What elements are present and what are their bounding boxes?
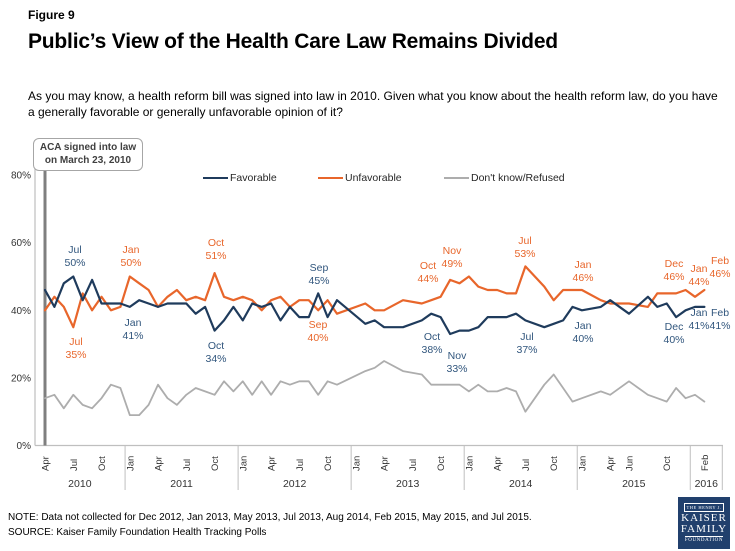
callout-unfavorable-feb: Feb 46% bbox=[709, 255, 731, 280]
x-tick-label: Oct bbox=[323, 456, 334, 471]
year-label: 2015 bbox=[622, 478, 646, 490]
x-tick-label: Apr bbox=[493, 456, 504, 471]
year-label: 2010 bbox=[68, 478, 92, 490]
favorable-line-swatch-icon bbox=[203, 176, 228, 179]
callout-unfavorable-dec: Dec 46% bbox=[663, 258, 685, 283]
y-tick-label: 0% bbox=[17, 441, 32, 452]
footnote-source: SOURCE: Kaiser Family Foundation Health … bbox=[8, 527, 267, 538]
series-line-favorable bbox=[43, 275, 706, 336]
callout-unfavorable-jan: Jan 46% bbox=[572, 259, 594, 284]
chart-legend: Favorable Unfavorable Don't know/Refused bbox=[0, 170, 735, 185]
callout-unfavorable-jul: Jul 53% bbox=[514, 235, 536, 260]
x-tick-label: Jul bbox=[408, 459, 419, 471]
x-tick-label: Jan bbox=[577, 456, 588, 471]
callout-favorable-jan: Jan 40% bbox=[572, 320, 594, 345]
x-tick-label: Apr bbox=[380, 456, 391, 471]
x-tick-label: Jul bbox=[69, 459, 80, 471]
x-tick-label: Jul bbox=[521, 459, 532, 471]
year-label: 2016 bbox=[695, 478, 719, 490]
callout-unfavorable-nov: Nov 49% bbox=[441, 245, 463, 270]
callout-unfavorable-jul: Jul 35% bbox=[65, 336, 87, 361]
x-tick-label: Oct bbox=[662, 456, 673, 471]
series-line-unfavorable bbox=[43, 265, 706, 329]
legend-label: Favorable bbox=[230, 171, 277, 184]
x-tick-label: Jan bbox=[125, 456, 136, 471]
x-tick-label: Oct bbox=[97, 456, 108, 471]
callout-favorable-sep: Sep 45% bbox=[308, 262, 330, 287]
x-tick-label: Oct bbox=[436, 456, 447, 471]
legend-item-favorable: Favorable bbox=[203, 170, 277, 185]
logo-text-foundation: FOUNDATION bbox=[684, 538, 724, 544]
callout-favorable-jul: Jul 50% bbox=[64, 244, 86, 269]
x-tick-label: Jul bbox=[182, 459, 193, 471]
legend-label: Unfavorable bbox=[345, 171, 402, 184]
x-tick-label: Jan bbox=[238, 456, 249, 471]
chart-subtitle-question: As you may know, a health reform bill wa… bbox=[28, 89, 718, 119]
aca-annotation-line1: ACA signed into law bbox=[39, 142, 137, 153]
x-tick-label: Jan bbox=[464, 456, 475, 471]
x-tick-label: Apr bbox=[154, 456, 165, 471]
y-tick-label: 60% bbox=[11, 238, 31, 249]
year-label: 2013 bbox=[396, 478, 420, 490]
callout-unfavorable-sep: Sep 40% bbox=[307, 319, 329, 344]
callout-unfavorable-oct: Oct 51% bbox=[205, 237, 227, 262]
page-title: Public’s View of the Health Care Law Rem… bbox=[28, 30, 558, 53]
x-tick-label: Jan bbox=[351, 456, 362, 471]
y-tick-label: 40% bbox=[11, 306, 31, 317]
callout-unfavorable-oct: Oct 44% bbox=[417, 260, 439, 285]
callout-favorable-dec: Dec 40% bbox=[663, 321, 685, 346]
unfavorable-line-swatch-icon bbox=[318, 176, 343, 179]
logo-text-henry: THE HENRY J. bbox=[683, 502, 725, 512]
aca-annotation-line2: on March 23, 2010 bbox=[44, 154, 132, 166]
callout-favorable-oct: Oct 38% bbox=[421, 331, 443, 356]
logo-text-kaiser: KAISER bbox=[681, 511, 727, 524]
year-label: 2014 bbox=[509, 478, 533, 490]
aca-annotation-box: ACA signed into law on March 23, 2010 bbox=[33, 138, 143, 171]
y-tick-label: 80% bbox=[11, 171, 31, 182]
dontknow-line-swatch-icon bbox=[444, 176, 469, 179]
x-tick-label: Apr bbox=[606, 456, 617, 471]
x-tick-label: Feb bbox=[700, 455, 711, 471]
footnote-note: NOTE: Data not collected for Dec 2012, J… bbox=[8, 512, 532, 523]
callout-favorable-feb: Feb 41% bbox=[709, 307, 731, 332]
year-label: 2011 bbox=[170, 478, 193, 490]
callout-favorable-nov: Nov 33% bbox=[446, 350, 468, 375]
x-tick-label: Jun bbox=[625, 456, 636, 471]
kaiser-family-foundation-logo: THE HENRY J. KAISER FAMILY FOUNDATION bbox=[678, 497, 730, 549]
series-line-dontknow bbox=[44, 360, 706, 417]
figure-label: Figure 9 bbox=[28, 8, 75, 22]
callout-favorable-jan: Jan 41% bbox=[688, 307, 710, 332]
legend-label: Don't know/Refused bbox=[471, 171, 565, 184]
callout-unfavorable-jan: Jan 44% bbox=[688, 263, 710, 288]
logo-text-family: FAMILY bbox=[680, 522, 728, 535]
callout-favorable-jul: Jul 37% bbox=[516, 331, 538, 356]
callout-unfavorable-jan: Jan 50% bbox=[120, 244, 142, 269]
x-tick-label: Apr bbox=[41, 456, 52, 471]
x-tick-label: Apr bbox=[267, 456, 278, 471]
legend-item-dontknow: Don't know/Refused bbox=[444, 170, 565, 185]
x-tick-label: Oct bbox=[210, 456, 221, 471]
callout-favorable-jan: Jan 41% bbox=[122, 317, 144, 342]
x-tick-label: Jul bbox=[295, 459, 306, 471]
year-label: 2012 bbox=[283, 478, 307, 490]
y-tick-label: 20% bbox=[11, 373, 31, 384]
logo-divider bbox=[685, 536, 723, 538]
x-tick-label: Oct bbox=[549, 456, 560, 471]
callout-favorable-oct: Oct 34% bbox=[205, 340, 227, 365]
legend-item-unfavorable: Unfavorable bbox=[318, 170, 402, 185]
